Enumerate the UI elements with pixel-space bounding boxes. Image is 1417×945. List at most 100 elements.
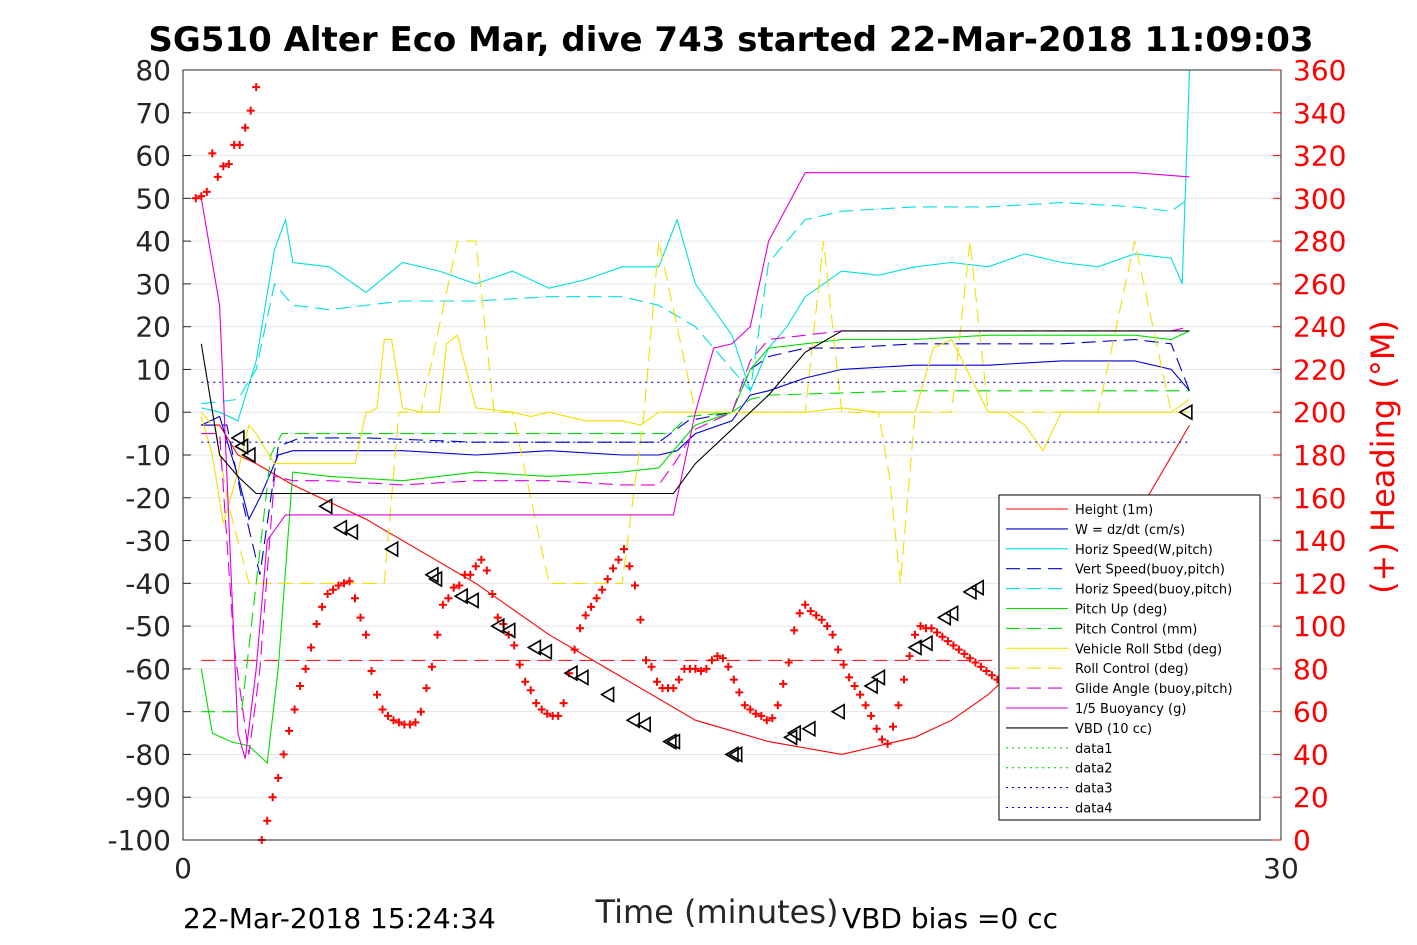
heading-point — [724, 662, 733, 671]
triangle-marker — [526, 639, 542, 656]
heading-point — [707, 656, 716, 665]
heading-point — [570, 645, 579, 654]
heading-point — [482, 566, 491, 575]
heading-point — [751, 709, 760, 718]
legend-label-15: data4 — [1075, 802, 1113, 817]
heading-point — [362, 630, 370, 639]
heading-point — [290, 705, 299, 714]
heading-point — [219, 162, 228, 171]
y-right-tick-label: 0 — [1293, 824, 1311, 857]
legend-label-5: Pitch Up (deg) — [1075, 603, 1167, 618]
series-line-9 — [201, 326, 1190, 755]
y-right-tick-label: 40 — [1293, 738, 1329, 771]
y-tick-label: 0 — [153, 396, 171, 429]
series-line-3 — [201, 338, 1191, 575]
heading-point — [554, 711, 563, 720]
heading-point — [933, 628, 941, 637]
x-tick-label: 30 — [1263, 852, 1299, 885]
y-right-tick-label: 360 — [1293, 54, 1346, 87]
heading-point — [191, 194, 200, 203]
heading-point — [213, 172, 222, 181]
heading-point — [834, 645, 843, 654]
heading-point — [438, 600, 447, 609]
heading-point — [911, 630, 919, 639]
heading-point — [587, 602, 596, 611]
y-tick-label: 40 — [135, 225, 171, 258]
y-tick-label: -60 — [125, 653, 171, 686]
x-tick-label: 0 — [174, 852, 192, 885]
legend-label-2: Horiz Speed(W,pitch) — [1075, 543, 1213, 558]
heading-point — [856, 690, 865, 699]
series-line-1 — [201, 360, 1190, 521]
y-right-tick-label: 240 — [1293, 311, 1346, 344]
heading-point — [696, 667, 705, 675]
legend-label-14: data3 — [1075, 782, 1113, 797]
legend: Height (1m) W = dz/dt (cm/s) Horiz Speed(W… — [998, 494, 1261, 821]
heading-point — [246, 106, 255, 115]
legend-label-6: Pitch Control (mm) — [1075, 622, 1197, 637]
legend-label-9: Glide Angle (buoy,pitch) — [1075, 682, 1233, 697]
heading-point — [982, 667, 991, 675]
heading-point — [916, 622, 925, 631]
heading-point — [252, 83, 261, 92]
footer-vbd-bias: VBD bias =0 cc — [842, 902, 1058, 935]
triangle-marker — [453, 587, 468, 605]
heading-point — [581, 611, 590, 620]
heading-point — [718, 654, 727, 663]
series-line-8 — [200, 240, 1190, 584]
triangle-marker — [636, 716, 651, 733]
heading-point — [867, 711, 876, 720]
y-tick-label: -10 — [125, 439, 171, 472]
heading-point — [263, 816, 272, 825]
heading-point — [202, 187, 211, 196]
triangle-marker — [318, 497, 333, 515]
legend-label-0: Height (1m) — [1075, 503, 1153, 518]
heading-point — [839, 660, 848, 669]
heading-point — [691, 664, 700, 673]
heading-point — [812, 611, 821, 620]
y-right-tick-label: 340 — [1293, 97, 1346, 130]
heading-point — [296, 682, 305, 690]
y-right-tick-label: 280 — [1293, 225, 1346, 258]
heading-point — [653, 677, 661, 686]
legend-label-12: data1 — [1075, 742, 1113, 757]
heading-point — [416, 707, 425, 716]
heading-point — [636, 615, 645, 624]
heading-point — [614, 555, 623, 564]
y-right-tick-label: 20 — [1293, 781, 1329, 814]
legend-label-3: Vert Speed(buoy,pitch) — [1075, 563, 1225, 578]
triangle-marker — [962, 583, 977, 601]
triangle-marker — [662, 733, 677, 751]
heading-point — [784, 658, 793, 667]
heading-point — [515, 660, 524, 669]
heading-point — [526, 686, 535, 695]
heading-point — [592, 594, 601, 603]
heading-point — [642, 656, 650, 665]
heading-point — [861, 701, 870, 710]
triangle-marker — [384, 540, 399, 558]
y-right-tick-label: 60 — [1293, 696, 1329, 729]
y-axis-right: 3603403203002802602402202001801601401201… — [1273, 54, 1346, 857]
heading-point — [576, 624, 585, 633]
triangle-marker — [625, 711, 640, 729]
legend-label-13: data2 — [1075, 762, 1113, 777]
heading-point — [466, 570, 475, 579]
heading-point — [405, 720, 414, 729]
triangle-marker — [599, 686, 615, 703]
heading-point — [609, 564, 617, 573]
series-line-11 — [200, 330, 1190, 495]
y-right-tick-label: 260 — [1293, 268, 1346, 301]
heading-point — [900, 675, 908, 684]
legend-label-11: VBD (10 cc) — [1075, 722, 1152, 737]
heading-point — [674, 675, 683, 684]
heading-point — [329, 585, 338, 594]
heading-point — [779, 679, 788, 688]
heading-point — [729, 675, 738, 684]
heading-point — [625, 562, 634, 571]
heading-point — [318, 602, 327, 611]
heading-point — [971, 658, 980, 667]
heading-point — [927, 624, 936, 633]
y-axis-right-label: (+) Heading (°M) — [1364, 320, 1402, 594]
heading-point — [905, 652, 914, 661]
heading-point — [279, 750, 288, 759]
